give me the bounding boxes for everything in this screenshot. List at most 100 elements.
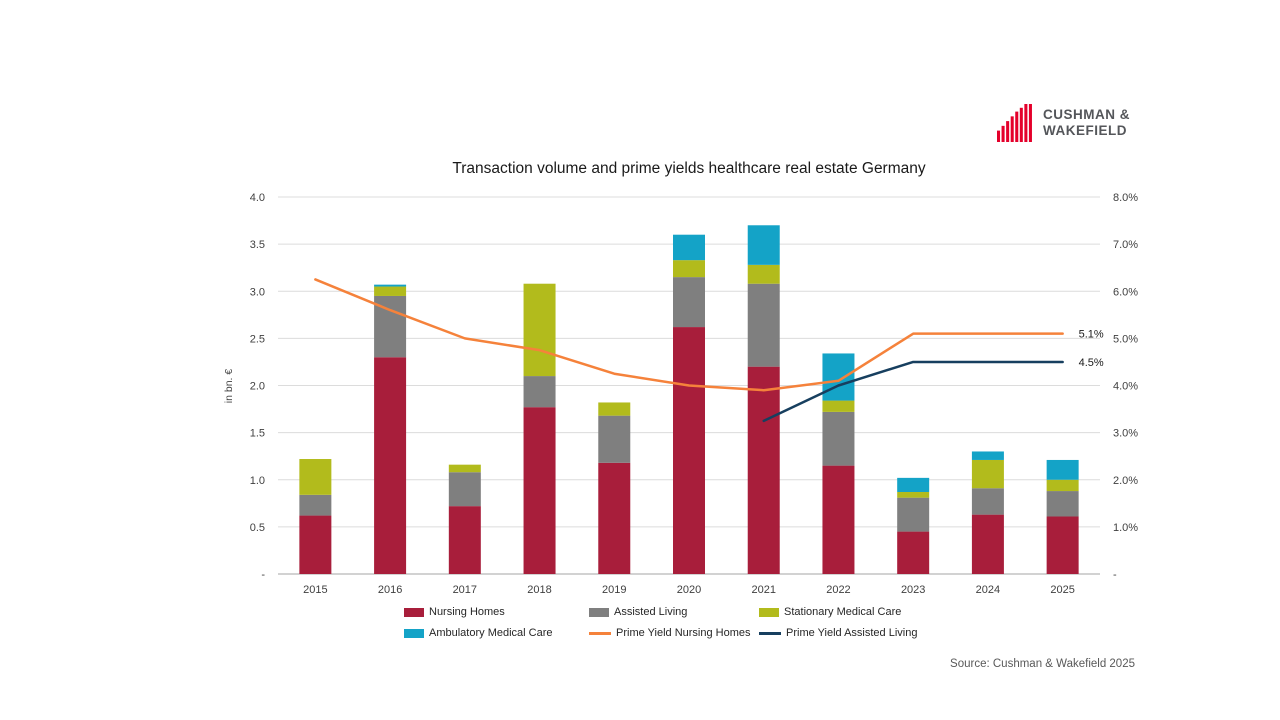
legend-item-ambulatory-medical-care: Ambulatory Medical Care xyxy=(404,627,589,639)
x-axis-label: 2020 xyxy=(677,584,701,596)
chart-title: Transaction volume and prime yields heal… xyxy=(452,160,926,177)
bar-segment-stationary-medical-care xyxy=(971,459,1004,489)
x-axis-label: 2017 xyxy=(453,584,477,596)
left-axis-tick: 3.5 xyxy=(250,239,265,251)
bar-segment-nursing-homes xyxy=(448,506,481,574)
right-axis-tick: - xyxy=(1113,569,1117,581)
left-axis-tick: 4.0 xyxy=(250,192,265,204)
left-axis-tick: 0.5 xyxy=(250,522,265,534)
left-axis-tick: 2.5 xyxy=(250,333,265,345)
bar-segment-nursing-homes xyxy=(374,357,407,574)
bar-segment-stationary-medical-care xyxy=(897,492,930,498)
right-axis-tick: 6.0% xyxy=(1113,286,1138,298)
right-axis-tick: 5.0% xyxy=(1113,333,1138,345)
bar-segment-stationary-medical-care xyxy=(1046,479,1079,492)
bar-segment-assisted-living xyxy=(897,497,930,532)
company-logo: CUSHMAN & WAKEFIELD xyxy=(997,104,1130,142)
chart-plot-area: 4.0 8.0% 3.5 7.0% 3.0 6.0% 2.5 5.0% 2.0 4.0% 1.5 3.… xyxy=(250,192,1139,596)
logo-line2: WAKEFIELD xyxy=(1043,123,1127,138)
legend-swatch xyxy=(759,607,779,617)
source-note: Source: Cushman & Wakefield 2025 xyxy=(950,658,1135,670)
bar-segment-stationary-medical-care xyxy=(673,260,705,278)
legend-swatch xyxy=(404,628,424,638)
bar-segment-ambulatory-medical-care xyxy=(374,284,407,287)
bar-segment-stationary-medical-care xyxy=(822,400,855,412)
right-axis-tick: 3.0% xyxy=(1113,428,1138,440)
yield-line-prime-yield-nursing-homes xyxy=(314,278,1064,392)
line-end-label: 4.5% xyxy=(1079,357,1104,369)
bar-segment-ambulatory-medical-care xyxy=(1046,459,1079,480)
bar-segment-nursing-homes xyxy=(897,531,930,574)
legend-swatch xyxy=(759,631,781,635)
bar-segment-ambulatory-medical-care xyxy=(897,477,930,493)
left-axis-tick: 1.5 xyxy=(250,428,265,440)
bar-segment-nursing-homes xyxy=(747,366,780,574)
bar-segment-stationary-medical-care xyxy=(374,286,407,296)
right-axis-tick: 2.0% xyxy=(1113,475,1138,487)
bar-segment-nursing-homes xyxy=(822,465,855,574)
bar-segment-ambulatory-medical-care xyxy=(747,225,780,265)
right-axis-tick: 1.0% xyxy=(1113,522,1138,534)
bar-segment-assisted-living xyxy=(822,411,855,466)
left-axis-tick: - xyxy=(261,569,265,581)
bar-segment-nursing-homes xyxy=(523,407,556,574)
legend-label: Prime Yield Assisted Living xyxy=(786,627,918,639)
bar-segment-nursing-homes xyxy=(971,514,1004,574)
legend-label: Ambulatory Medical Care xyxy=(429,627,553,639)
left-axis-tick: 1.0 xyxy=(250,475,265,487)
legend-label: Stationary Medical Care xyxy=(784,606,902,618)
right-axis-tick: 4.0% xyxy=(1113,381,1138,393)
x-axis-label: 2024 xyxy=(976,584,1000,596)
company-logo-text: CUSHMAN & WAKEFIELD xyxy=(1043,107,1130,139)
x-axis-label: 2019 xyxy=(602,584,626,596)
bar-segment-stationary-medical-care xyxy=(747,264,780,284)
legend-label: Assisted Living xyxy=(614,606,688,618)
bar-segment-ambulatory-medical-care xyxy=(822,353,855,401)
right-axis-tick: 8.0% xyxy=(1113,192,1138,204)
legend-item-prime-yield-nursing-homes: Prime Yield Nursing Homes xyxy=(589,627,759,639)
x-axis-label: 2018 xyxy=(527,584,551,596)
x-axis-label: 2022 xyxy=(826,584,850,596)
legend-swatch xyxy=(589,607,609,617)
cushman-wakefield-logo-icon xyxy=(997,104,1032,142)
bar-segment-nursing-homes xyxy=(299,515,332,574)
legend-item-stationary-medical-care: Stationary Medical Care xyxy=(759,606,974,618)
legend-item-nursing-homes: Nursing Homes xyxy=(404,606,589,618)
bar-segment-assisted-living xyxy=(1046,491,1079,517)
legend-item-prime-yield-assisted-living: Prime Yield Assisted Living xyxy=(759,627,974,639)
bar-segment-nursing-homes xyxy=(1046,516,1079,574)
logo-line1: CUSHMAN & xyxy=(1043,107,1130,122)
x-axis-label: 2015 xyxy=(303,584,327,596)
legend-swatch xyxy=(404,607,424,617)
bar-segment-stationary-medical-care xyxy=(448,464,481,473)
left-axis-tick: 2.0 xyxy=(250,381,265,393)
x-axis-label: 2021 xyxy=(751,584,775,596)
bar-segment-assisted-living xyxy=(598,415,631,463)
bar-segment-ambulatory-medical-care xyxy=(971,451,1004,460)
bar-segment-stationary-medical-care xyxy=(523,283,556,377)
left-axis-tick: 3.0 xyxy=(250,286,265,298)
bar-segment-assisted-living xyxy=(747,283,780,367)
yield-line-prime-yield-assisted-living xyxy=(762,360,1064,423)
chart-legend: Nursing Homes Assisted Living Stationary M… xyxy=(278,606,1100,639)
x-axis-label: 2025 xyxy=(1050,584,1074,596)
right-axis-tick: 7.0% xyxy=(1113,239,1138,251)
line-end-label: 5.1% xyxy=(1079,329,1104,341)
legend-item-assisted-living: Assisted Living xyxy=(589,606,759,618)
bar-segment-stationary-medical-care xyxy=(299,459,332,495)
x-axis-label: 2023 xyxy=(901,584,925,596)
bar-segment-assisted-living xyxy=(971,488,1004,515)
bar-segment-assisted-living xyxy=(448,472,481,507)
bar-segment-nursing-homes xyxy=(673,327,705,574)
bar-segment-ambulatory-medical-care xyxy=(673,234,705,261)
bar-segment-assisted-living xyxy=(523,376,556,408)
bar-segment-stationary-medical-care xyxy=(598,402,631,416)
legend-label: Prime Yield Nursing Homes xyxy=(616,627,751,639)
bar-segment-assisted-living xyxy=(299,494,332,516)
bar-segment-assisted-living xyxy=(673,277,705,328)
legend-swatch xyxy=(589,631,611,635)
legend-label: Nursing Homes xyxy=(429,606,505,618)
x-axis-label: 2016 xyxy=(378,584,402,596)
bar-segment-nursing-homes xyxy=(598,462,631,574)
